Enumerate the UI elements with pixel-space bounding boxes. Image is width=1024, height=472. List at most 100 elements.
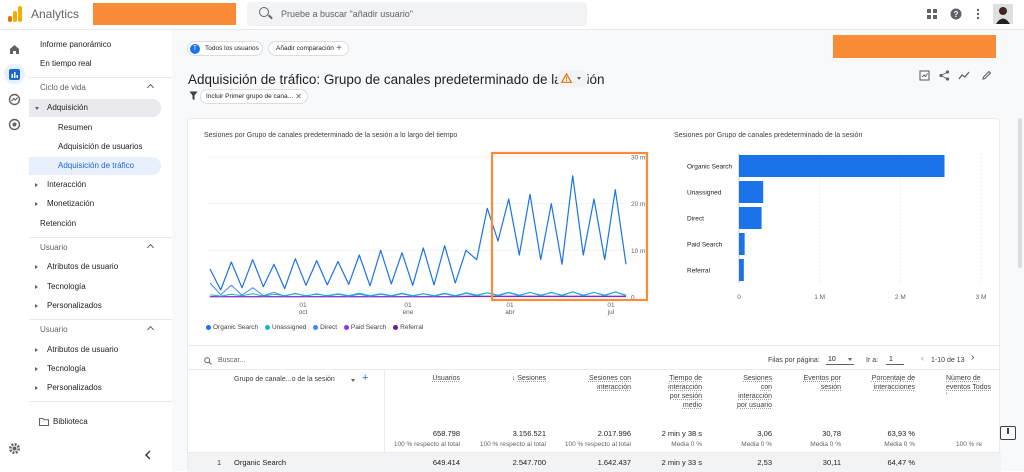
expand-arrow-icon [35,386,38,390]
nav-custom-2[interactable]: Personalizados [29,379,161,397]
legend-item[interactable]: Organic Search [206,324,258,331]
explore-icon[interactable] [8,93,21,106]
nav-section-user[interactable]: Usuario [29,239,161,257]
nav-library[interactable]: Biblioteca [29,413,161,431]
share-icon[interactable] [939,70,950,81]
scrollbar-thumb[interactable] [1018,118,1022,268]
column-header-label: Sesiones [517,375,546,382]
goto-input[interactable]: 1 [886,353,904,365]
apps-grid-icon[interactable] [926,8,938,20]
row-value: 30,11 [794,458,841,467]
nav-user-acquisition[interactable]: Adquisición de usuarios [29,138,161,156]
column-header-users[interactable]: Usuarios [420,374,460,383]
row-value: 64,47 % [868,458,915,467]
legend-item[interactable]: Unassigned [265,324,306,331]
category-label: Organic Search [687,164,733,171]
dropdown-arrow-icon [577,77,581,80]
add-comparison-button[interactable]: Añadir comparación + [268,41,349,56]
table-search-input[interactable]: Buscar... [204,355,354,367]
advertising-icon[interactable] [8,118,21,131]
bar [739,233,745,255]
column-header-sessions[interactable]: ↓ Sesiones [488,374,546,383]
collapse-nav-chevron-icon[interactable] [144,450,152,460]
legend-item[interactable]: Referral [393,324,423,331]
x-tick-label: 01 [506,302,514,309]
nav-engagement[interactable]: Interacción [29,176,161,194]
app-title: Analytics [31,7,79,21]
nav-user-attributes-2[interactable]: Atributos de usuario [29,341,161,359]
column-header-label: Usuarios [432,375,460,382]
dropdown-arrow-icon[interactable] [351,379,355,382]
total-percentage: 100 % respecto al total [471,441,546,448]
dropdown-arrow-icon [848,358,852,361]
collapse-caret-icon [147,244,154,251]
column-header-event-count[interactable]: Número de eventos Todos los e [946,374,998,394]
x-tick-label: 3 M [976,294,987,301]
column-header-avg-engagement-time[interactable]: Tiempo de interacción por sesión medio [658,374,702,410]
nav-traffic-acquisition[interactable]: Adquisición de tráfico [29,157,161,175]
pencil-icon[interactable] [981,70,992,81]
dimension-selector[interactable]: Grupo de canale...o de la sesión [234,376,335,383]
column-header-engaged-sessions[interactable]: Sesiones con interacción [576,374,631,392]
help-icon[interactable]: ? [950,8,962,20]
filter-label: Incluir Primer grupo de cana... [206,93,293,100]
svg-text:?: ? [954,10,959,19]
prev-page-icon[interactable]: ‹ [921,353,924,363]
x-tick-label: abr [505,309,515,316]
add-dimension-plus-icon[interactable]: + [362,372,368,384]
nav-overview[interactable]: Informe panorámico [29,36,161,54]
nav-technology-2[interactable]: Tecnología [29,360,161,378]
account-selector[interactable] [93,3,236,25]
settings-gear-icon[interactable] [8,442,21,455]
date-range-selector[interactable] [833,35,996,58]
filter-chip[interactable]: Incluir Primer grupo de cana... ✕ [200,89,308,104]
column-header-events-per-session[interactable]: Eventos por sesión [794,374,841,392]
analytics-logo-icon[interactable] [8,6,22,22]
nav-item-label: Tecnología [47,364,86,373]
nav-user-attributes[interactable]: Atributos de usuario [29,258,161,276]
category-label: Unassigned [687,190,722,197]
collapse-caret-icon [147,326,154,333]
main-content: T Todos los usuarios Añadir comparación … [172,30,1024,471]
legend-item[interactable]: Paid Search [344,324,386,331]
legend-label: Organic Search [213,324,258,331]
segment-chip[interactable]: T Todos los usuarios [187,41,263,56]
search-input[interactable]: Pruebe a buscar "añadir usuario" [247,2,587,26]
warning-menu[interactable] [557,70,588,87]
total-value: 2 min y 38 s [652,429,702,438]
nav-realtime[interactable]: En tiempo real [29,55,161,73]
insights-icon[interactable] [958,70,970,81]
chart-legend: Organic Search Unassigned Direct Paid Se… [206,324,428,331]
x-tick-label: 0 [737,294,741,301]
nav-custom[interactable]: Personalizados [29,297,161,315]
account-avatar[interactable] [993,4,1013,24]
add-comparison-label: Añadir comparación [276,45,334,52]
nav-section-user-2[interactable]: Usuario [29,321,161,339]
nav-section-lifecycle[interactable]: Ciclo de vida [29,79,161,97]
more-vert-icon[interactable] [972,8,984,20]
column-header-engagement-rate[interactable]: Porcentaje de interacciones [868,374,915,392]
feedback-icon[interactable] [1000,426,1016,440]
nav-summary[interactable]: Resumen [29,119,161,137]
column-header-engaged-per-user[interactable]: Sesiones con interacción por usuario [731,374,772,410]
nav-retention[interactable]: Retención [29,215,161,233]
edit-report-icon[interactable] [919,70,930,81]
nav-section-label: Usuario [40,325,68,334]
nav-monetization[interactable]: Monetización [29,195,161,213]
home-icon[interactable] [8,43,21,56]
rows-per-page-select[interactable]: 10 [826,353,854,365]
reports-icon[interactable] [8,68,21,81]
x-tick-label: 1 M [814,294,825,301]
nav-acquisition[interactable]: Adquisición [29,99,161,117]
nav-divider [29,237,172,238]
next-page-icon[interactable]: › [971,352,974,363]
nav-item-label: Atributos de usuario [47,262,118,271]
table-row[interactable]: 1 Organic Search 649.414 2.547.700 1.642… [188,453,1001,472]
legend-item[interactable]: Direct [313,324,337,331]
expand-arrow-icon [35,183,38,187]
nav-technology[interactable]: Tecnología [29,278,161,296]
nav-divider [29,77,172,78]
remove-filter-icon[interactable]: ✕ [295,90,302,103]
